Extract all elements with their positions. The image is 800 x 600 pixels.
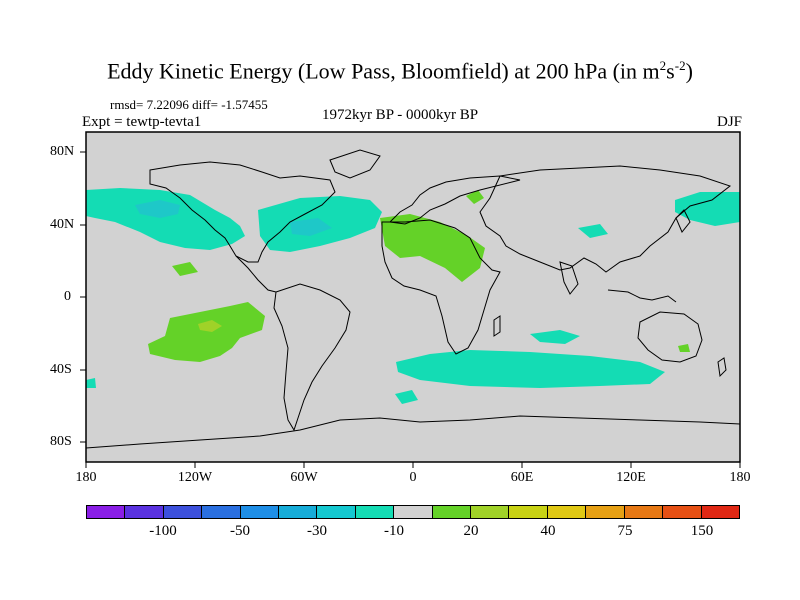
- region-southern-ocean-negative: [396, 350, 665, 388]
- region-north-pacific-core: [135, 200, 180, 218]
- colorbar-swatch: [87, 506, 126, 518]
- x-tick-label: 120E: [616, 470, 646, 485]
- colorbar-label: -100: [149, 523, 177, 539]
- x-tick-label: 60E: [510, 470, 534, 485]
- coast-japan: [675, 209, 691, 233]
- y-tick-label: 0: [64, 289, 71, 304]
- coast-asia: [479, 165, 732, 273]
- y-tick-label: 40N: [50, 217, 75, 232]
- coast-antarctica: [85, 415, 741, 449]
- coast-se-asia-islands: [607, 289, 677, 303]
- colorbar-swatch: [586, 506, 625, 518]
- coastlines: [85, 149, 741, 449]
- region-near-east-positive: [466, 190, 484, 204]
- colorbar-swatch: [240, 506, 280, 518]
- colorbar: [86, 505, 740, 519]
- experiment-label: Expt = tewtp-tevta1: [82, 114, 202, 130]
- coast-india: [559, 261, 579, 295]
- colorbar-swatch: [125, 506, 164, 518]
- period-label: 1972kyr BP - 0000kyr BP: [321, 107, 479, 123]
- stats-label: rmsd= 7.22096 diff= -1.57455: [110, 97, 268, 112]
- coast-north-america: [149, 161, 336, 263]
- colorbar-label: -30: [307, 523, 327, 539]
- y-tick-label: 80N: [50, 144, 75, 159]
- x-tick-label: 180: [729, 470, 751, 485]
- colorbar-swatch: [547, 506, 587, 518]
- field-regions: [86, 188, 740, 404]
- axis-ticks: [80, 151, 741, 468]
- map-background: [86, 132, 740, 462]
- colorbar-label: 40: [540, 523, 556, 539]
- colorbar-label: -50: [230, 523, 250, 539]
- region-west-pacific-negative: [675, 192, 740, 226]
- coast-madagascar: [493, 315, 501, 337]
- region-asia-small-negative: [578, 224, 608, 238]
- x-tick-label: 0: [409, 470, 417, 485]
- colorbar-label: 150: [690, 523, 714, 539]
- coast-south-america: [273, 283, 351, 432]
- colorbar-swatch: [663, 506, 702, 518]
- colorbar-swatch: [394, 506, 433, 518]
- plot-title: Eddy Kinetic Energy (Low Pass, Bloomfiel…: [107, 58, 693, 84]
- region-north-pacific-negative: [86, 188, 245, 250]
- colorbar-swatch: [317, 506, 356, 518]
- region-east-pacific-small-positive: [172, 262, 198, 276]
- colorbar-swatch: [432, 506, 472, 518]
- x-tick-label: 120W: [177, 470, 213, 485]
- colorbar-swatch: [509, 506, 548, 518]
- region-se-pacific-core: [198, 320, 222, 332]
- colorbar-swatch: [701, 506, 739, 518]
- region-north-africa-positive: [380, 214, 485, 282]
- x-tick-label: 60W: [290, 470, 318, 485]
- coast-greenland: [329, 149, 381, 179]
- coast-central-america: [235, 255, 277, 293]
- region-north-atlantic-core: [290, 218, 332, 236]
- colorbar-label: 75: [617, 523, 633, 539]
- colorbar-swatch: [471, 506, 510, 518]
- coast-europe: [388, 175, 521, 225]
- region-ne-pacific-negative: [86, 378, 96, 388]
- coast-new-zealand: [717, 357, 727, 378]
- colorbar-swatch: [624, 506, 664, 518]
- y-tick-label: 40S: [50, 362, 72, 377]
- region-se-pacific-positive: [148, 302, 265, 362]
- colorbar-label: -10: [384, 523, 404, 539]
- colorbar-swatch: [355, 506, 395, 518]
- region-australia-positive: [678, 344, 690, 352]
- coast-australia: [637, 311, 703, 363]
- region-south-indian-negative: [530, 330, 580, 344]
- colorbar-swatch: [202, 506, 241, 518]
- colorbar-swatch: [279, 506, 318, 518]
- x-tick-label: 180: [75, 470, 97, 485]
- coast-africa: [381, 219, 501, 355]
- season-label: DJF: [716, 114, 742, 130]
- colorbar-swatch: [163, 506, 203, 518]
- colorbar-label: 20: [463, 523, 479, 539]
- region-sw-atlantic-negative: [395, 390, 418, 404]
- y-tick-label: 80S: [50, 434, 72, 449]
